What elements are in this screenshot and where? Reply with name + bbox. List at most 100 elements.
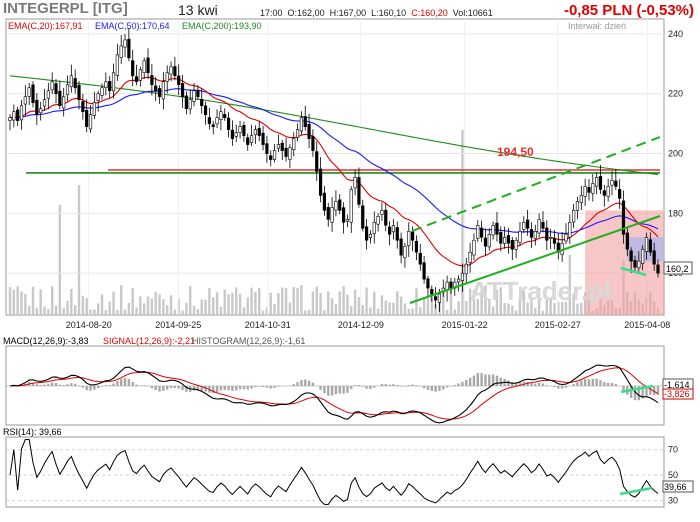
volume-bar bbox=[576, 303, 579, 315]
macd-histogram-bar bbox=[388, 384, 391, 386]
volume-bar bbox=[304, 310, 307, 315]
candle bbox=[146, 57, 150, 74]
volume-bar bbox=[284, 288, 288, 315]
volume-bar bbox=[73, 305, 77, 315]
candle bbox=[188, 99, 192, 110]
resistance-value-label: 194,50 bbox=[497, 145, 534, 159]
volume-bar bbox=[564, 301, 568, 315]
macd-histogram-bar bbox=[637, 386, 641, 401]
candle bbox=[253, 129, 257, 136]
volume-bar bbox=[334, 304, 338, 315]
candle bbox=[295, 129, 300, 138]
macd-histogram-bar bbox=[591, 378, 595, 386]
candle bbox=[545, 227, 549, 241]
close-value: C:160,20 bbox=[411, 8, 448, 18]
volume-bar bbox=[235, 287, 238, 315]
candle bbox=[276, 144, 281, 149]
grid bbox=[6, 19, 664, 502]
candle bbox=[288, 147, 292, 160]
candle bbox=[111, 72, 116, 92]
watermark: ATTrader.pl bbox=[470, 276, 611, 306]
volume-bar bbox=[100, 294, 104, 315]
y-tick-label: 180 bbox=[668, 208, 683, 218]
volume-bar bbox=[169, 295, 173, 315]
macd-histogram-bar bbox=[461, 381, 464, 386]
volume-bar bbox=[300, 285, 303, 315]
interval-label: Interwał: dzień bbox=[568, 21, 627, 31]
volume-bar bbox=[127, 303, 131, 315]
volume-bar bbox=[353, 289, 357, 315]
candle bbox=[602, 190, 606, 196]
macd-line bbox=[9, 364, 659, 424]
candle bbox=[598, 176, 603, 190]
volume-bar bbox=[319, 293, 322, 315]
macd-histogram-bar bbox=[415, 385, 418, 386]
macd-histogram-bar bbox=[629, 386, 633, 398]
volume-bar bbox=[227, 294, 230, 315]
macd-histogram-bar bbox=[181, 386, 184, 391]
candle bbox=[318, 168, 323, 196]
candle bbox=[503, 236, 507, 244]
volume-bar bbox=[50, 286, 54, 315]
candle bbox=[81, 101, 85, 112]
candle bbox=[69, 75, 73, 88]
macd-histogram-bar bbox=[396, 384, 399, 386]
volume-bar bbox=[426, 298, 430, 315]
candle bbox=[357, 177, 361, 205]
volume-bar bbox=[307, 309, 311, 315]
candle bbox=[376, 216, 380, 225]
macd-histogram-bar bbox=[89, 386, 92, 391]
candle bbox=[533, 230, 537, 239]
candle bbox=[131, 60, 135, 77]
candle bbox=[307, 123, 311, 139]
macd-histogram-bar bbox=[350, 386, 353, 390]
volume-bar bbox=[530, 297, 533, 315]
volume-bar bbox=[488, 298, 491, 315]
macd-histogram-bar bbox=[43, 384, 46, 386]
volume-bar bbox=[518, 296, 522, 315]
macd-histogram-bar bbox=[273, 386, 276, 388]
macd-histogram-bar bbox=[47, 383, 50, 386]
volume-bar bbox=[511, 305, 514, 315]
candle bbox=[411, 231, 415, 241]
svg-text:160,2: 160,2 bbox=[666, 264, 689, 274]
volume-bar bbox=[384, 300, 387, 315]
candle bbox=[16, 109, 20, 121]
macd-histogram-bar bbox=[514, 382, 518, 386]
candle bbox=[403, 245, 407, 258]
volume-bar bbox=[572, 293, 575, 315]
volume-bar bbox=[16, 286, 19, 315]
candle bbox=[591, 183, 595, 194]
macd-histogram-bar bbox=[560, 386, 564, 389]
volume-bar bbox=[465, 301, 468, 315]
macd-histogram-bar bbox=[139, 385, 142, 386]
volume-bar bbox=[143, 303, 146, 315]
candle bbox=[418, 252, 422, 265]
candle bbox=[177, 75, 181, 86]
volume-bar bbox=[407, 308, 410, 315]
macd-histogram-bar bbox=[235, 386, 238, 391]
candle bbox=[361, 205, 365, 229]
macd-histogram-bar bbox=[319, 386, 322, 390]
candle bbox=[96, 93, 100, 101]
volume-bar bbox=[39, 289, 42, 315]
volume-bar bbox=[499, 287, 502, 315]
macd-histogram-bar bbox=[369, 386, 372, 389]
macd-histogram-bar bbox=[258, 386, 261, 387]
candle bbox=[115, 54, 119, 76]
macd-histogram-bar bbox=[162, 386, 165, 391]
macd-histogram-bar bbox=[327, 386, 330, 396]
candle bbox=[46, 90, 50, 99]
volume-bar bbox=[399, 296, 403, 315]
candle bbox=[330, 207, 334, 223]
macd-panel bbox=[5, 345, 665, 426]
candle bbox=[180, 83, 185, 98]
svg-text:39,66: 39,66 bbox=[664, 482, 687, 492]
candle bbox=[161, 81, 165, 100]
candle bbox=[100, 87, 104, 96]
macd-histogram-bar bbox=[572, 384, 575, 386]
candle bbox=[292, 138, 296, 151]
volume-bar bbox=[491, 306, 495, 315]
trend-support-line bbox=[409, 215, 661, 304]
macd-histogram-bar bbox=[530, 383, 533, 386]
